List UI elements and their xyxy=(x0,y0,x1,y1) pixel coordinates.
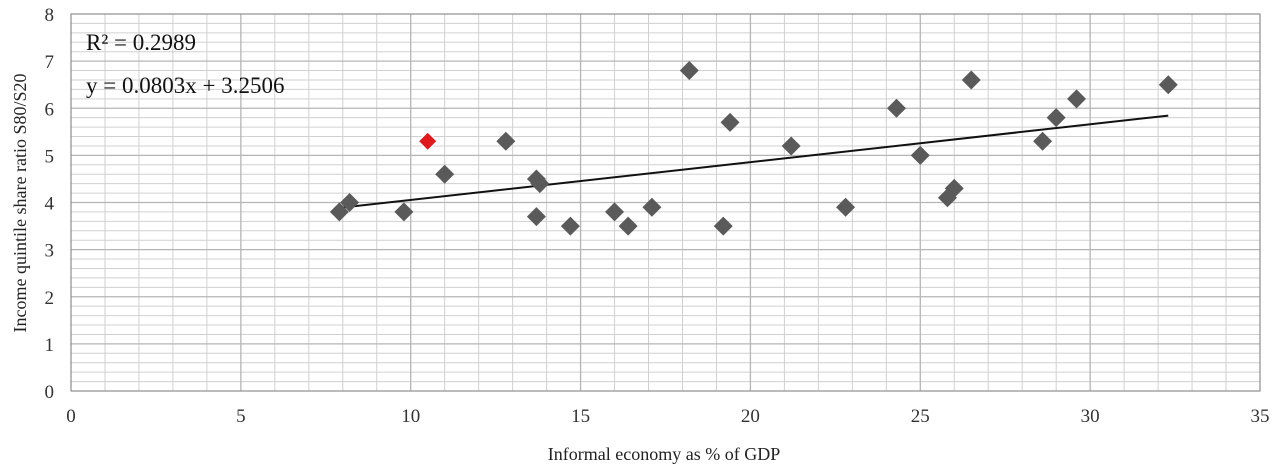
x-axis-title: Informal economy as % of GDP xyxy=(548,444,780,464)
data-point xyxy=(679,61,699,81)
x-tick-label: 0 xyxy=(66,406,76,427)
data-point xyxy=(781,136,801,156)
data-point xyxy=(642,197,662,217)
data-point xyxy=(340,193,360,212)
data-point xyxy=(944,178,964,198)
y-axis-title: Income quintile share ratio S80/S20 xyxy=(10,74,30,333)
r-squared-annotation: R² = 0.2989 xyxy=(86,30,196,55)
x-axis-tick-labels: 0 5 10 15 20 25 30 35 xyxy=(66,406,1269,427)
y-tick-label: 3 xyxy=(45,241,55,262)
x-tick-label: 25 xyxy=(911,406,930,427)
data-point xyxy=(605,202,625,222)
data-point xyxy=(526,207,546,227)
data-point xyxy=(435,164,455,184)
y-tick-label: 7 xyxy=(45,52,55,73)
data-point xyxy=(910,145,930,165)
x-tick-label: 10 xyxy=(401,406,420,427)
data-point xyxy=(560,216,580,236)
trendline xyxy=(339,114,1169,209)
data-point xyxy=(530,174,550,194)
data-point xyxy=(713,216,733,236)
y-axis-tick-labels: 0 1 2 3 4 5 6 7 8 xyxy=(45,5,55,403)
data-point xyxy=(1046,108,1066,128)
data-point xyxy=(329,202,349,222)
y-tick-label: 5 xyxy=(45,146,55,167)
data-point xyxy=(1067,89,1087,109)
x-tick-label: 5 xyxy=(236,406,246,427)
x-tick-label: 30 xyxy=(1081,406,1100,427)
data-point xyxy=(1033,131,1053,151)
data-point xyxy=(496,131,516,151)
regression-equation-annotation: y = 0.0803x + 3.2506 xyxy=(86,73,284,98)
x-tick-label: 35 xyxy=(1251,406,1270,427)
y-tick-label: 8 xyxy=(45,5,55,26)
y-tick-label: 1 xyxy=(45,335,55,356)
y-tick-label: 6 xyxy=(45,99,55,120)
y-tick-label: 0 xyxy=(45,382,55,403)
data-point xyxy=(1158,75,1178,95)
x-tick-label: 20 xyxy=(741,406,760,427)
data-point xyxy=(836,197,856,217)
data-point xyxy=(887,98,907,118)
data-points xyxy=(329,61,1178,236)
plot-area-frame xyxy=(70,13,1261,392)
highlighted-data-point xyxy=(417,130,439,152)
x-tick-label: 15 xyxy=(571,406,590,427)
y-tick-label: 2 xyxy=(45,288,55,309)
data-point xyxy=(618,216,638,236)
data-point xyxy=(961,70,981,90)
data-point xyxy=(720,112,740,132)
data-point xyxy=(394,202,414,222)
y-tick-label: 4 xyxy=(45,194,55,215)
